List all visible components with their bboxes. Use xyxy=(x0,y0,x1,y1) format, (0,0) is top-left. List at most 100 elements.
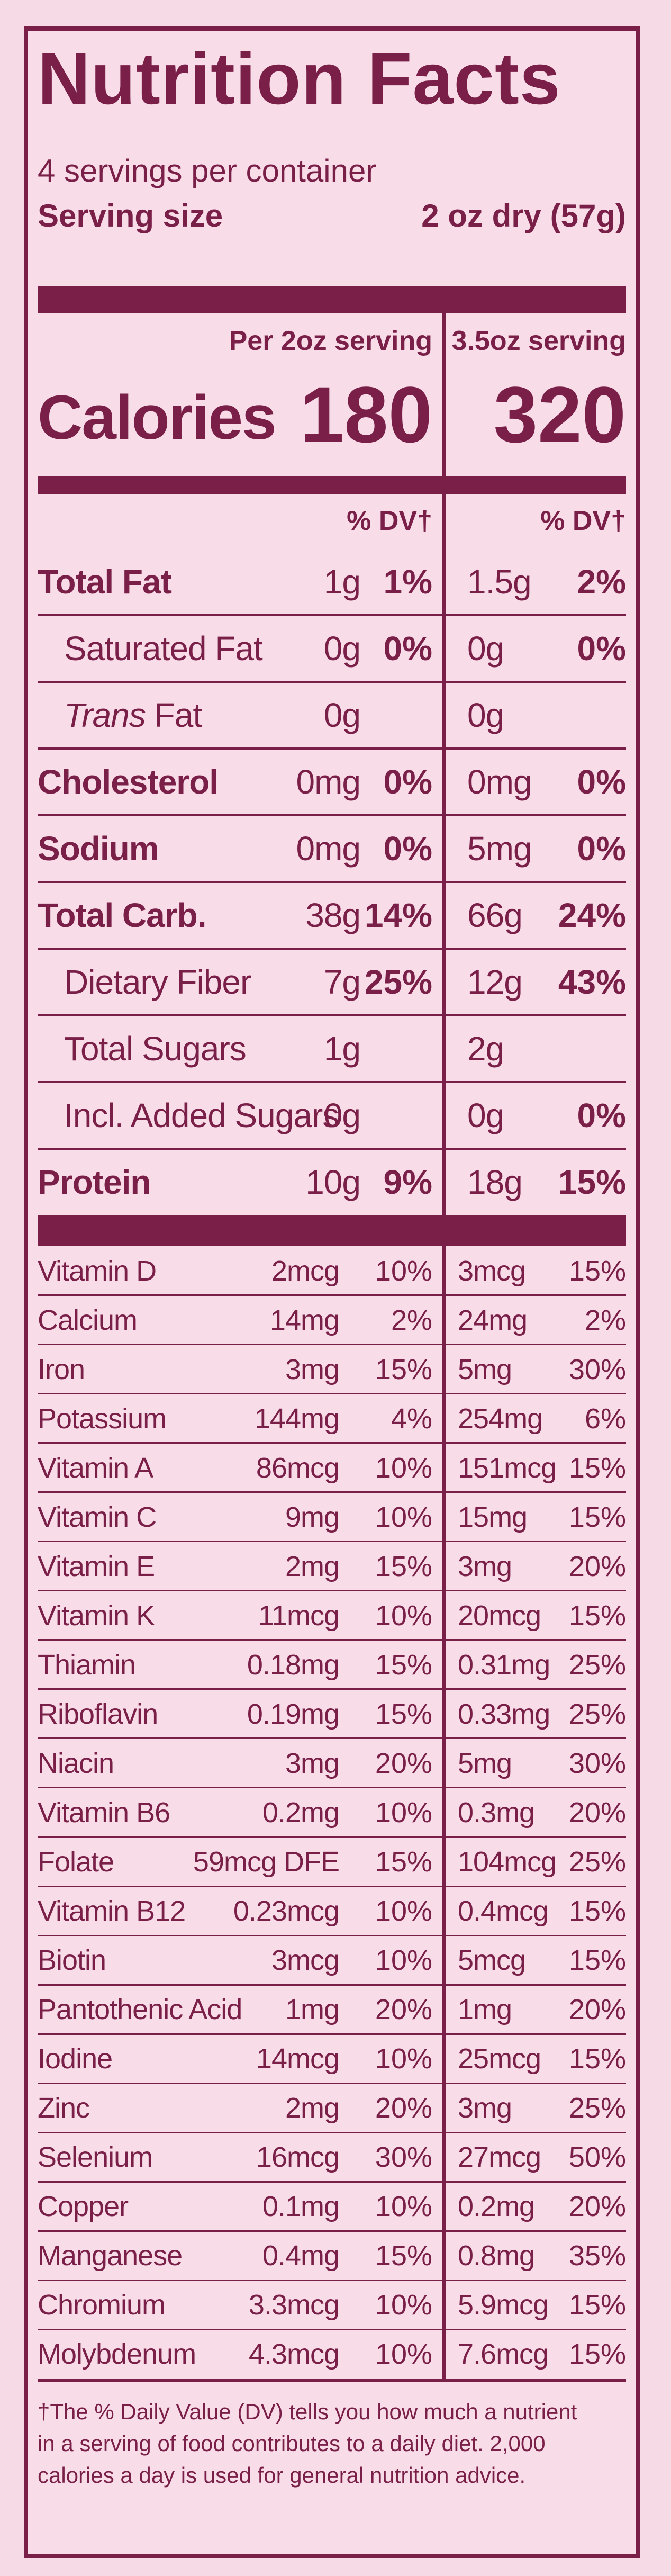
amount-col1: 1g xyxy=(323,563,361,601)
micro-row: Vitamin E 2mg 15% 3mg 20% xyxy=(28,1542,636,1591)
nutrient-name: Chromium xyxy=(38,2289,166,2321)
dv-col1: 10% xyxy=(375,1796,432,1829)
footnote-divider xyxy=(38,2379,626,2382)
micro-row: Folate 59mcg DFE 15% 104mcg 25% xyxy=(28,1838,636,1887)
amount-col2: 0.4mcg xyxy=(458,1895,549,1928)
macro-row: Cholesterol 0mg 0% 0mg 0% xyxy=(28,749,636,815)
nutrient-name: Molybdenum xyxy=(38,2338,196,2371)
row-divider xyxy=(38,1934,626,1936)
dv-col1: 25% xyxy=(364,963,432,1001)
amount-col1: 0g xyxy=(323,696,361,734)
dv-col1: 10% xyxy=(375,1895,432,1928)
panel-title: Nutrition Facts xyxy=(38,38,561,120)
amount-col1: 16mcg xyxy=(256,2141,340,2174)
dv-col1: 0% xyxy=(383,629,433,668)
row-divider xyxy=(38,681,626,683)
dv-col2: 0% xyxy=(577,830,627,868)
micro-row: Biotin 3mcg 10% 5mcg 15% xyxy=(28,1936,636,1985)
nutrient-name: Pantothenic Acid xyxy=(38,1994,242,2026)
dv-col2: 15% xyxy=(568,2338,626,2371)
nutrient-name: Vitamin C xyxy=(38,1501,157,1533)
micro-row: Iron 3mg 15% 5mg 30% xyxy=(28,1345,636,1394)
macro-row: Sodium 0mg 0% 5mg 0% xyxy=(28,815,636,882)
amount-col2: 1mg xyxy=(458,1994,512,2026)
row-divider xyxy=(38,747,626,750)
dv-col1: 10% xyxy=(375,1501,432,1533)
dv-col1: 10% xyxy=(375,2289,432,2321)
nutrient-name-text: Saturated Fat xyxy=(64,629,263,668)
nutrient-name: Biotin xyxy=(38,1944,106,1977)
macro-nutrient-list: Total Fat 1g 1% 1.5g 2% Saturated Fat 0g 0% 0g 0%… xyxy=(28,548,636,1215)
amount-col2: 7.6mcg xyxy=(458,2338,549,2371)
dv-col2: 15% xyxy=(568,1255,626,1287)
dv-col2: 15% xyxy=(568,1501,626,1533)
col1-header: Per 2oz serving xyxy=(229,326,432,356)
row-divider xyxy=(38,614,626,616)
amount-col1: 0.2mg xyxy=(262,1796,340,1829)
nutrient-name-text: Fat xyxy=(145,696,202,734)
dv-header-col1: % DV† xyxy=(347,506,432,536)
amount-col1: 1mg xyxy=(285,1994,340,2026)
nutrient-name: Riboflavin xyxy=(38,1698,158,1730)
dv-col1: 15% xyxy=(375,1353,432,1385)
micro-row: Potassium 144mg 4% 254mg 6% xyxy=(28,1394,636,1443)
footnote-line-2: in a serving of food contributes to a da… xyxy=(38,2431,546,2456)
micro-row: Vitamin B6 0.2mg 10% 0.3mg 20% xyxy=(28,1788,636,1837)
macro-row: Protein 10g 9% 18g 15% xyxy=(28,1149,636,1215)
dv-col2: 25% xyxy=(568,1649,626,1681)
amount-col1: 59mcg DFE xyxy=(193,1846,340,1878)
dv-col1: 0% xyxy=(383,763,433,801)
dv-col2: 15% xyxy=(568,1599,626,1632)
nutrition-facts-panel: Nutrition Facts 4 servings per container… xyxy=(24,26,640,2558)
amount-col2: 66g xyxy=(467,896,523,934)
nutrient-name: Vitamin K xyxy=(38,1599,155,1632)
amount-col2: 5mg xyxy=(467,830,532,868)
amount-col2: 151mcg xyxy=(458,1452,557,1484)
dv-col2: 0% xyxy=(577,629,627,668)
amount-col2: 3mg xyxy=(458,1550,512,1582)
micro-row: Chromium 3.3mcg 10% 5.9mcg 15% xyxy=(28,2281,636,2330)
amount-col2: 27mcg xyxy=(458,2141,541,2174)
dv-col1: 15% xyxy=(375,2240,432,2272)
amount-col1: 9mg xyxy=(285,1501,340,1533)
amount-col1: 3mcg xyxy=(271,1944,340,1977)
amount-col2: 5mg xyxy=(458,1353,512,1385)
row-divider xyxy=(38,1590,626,1592)
nutrient-name: Selenium xyxy=(38,2141,153,2174)
dv-col2: 20% xyxy=(568,2191,626,2223)
dv-col1: 15% xyxy=(375,1550,432,1582)
micro-row: Manganese 0.4mg 15% 0.8mg 35% xyxy=(28,2231,636,2281)
amount-col1: 0.1mg xyxy=(262,2191,340,2223)
amount-col2: 5mcg xyxy=(458,1944,526,1977)
row-divider xyxy=(38,814,626,816)
amount-col2: 0.33mg xyxy=(458,1698,550,1730)
amount-col1: 14mcg xyxy=(256,2043,340,2075)
dv-col1: 15% xyxy=(375,1649,432,1681)
micro-row: Zinc 2mg 20% 3mg 25% xyxy=(28,2084,636,2133)
macro-row: Dietary Fiber 7g 25% 12g 43% xyxy=(28,949,636,1015)
dv-col1: 20% xyxy=(375,1747,432,1779)
nutrient-name: Trans Fat xyxy=(64,698,202,732)
amount-col2: 0g xyxy=(467,696,504,734)
row-divider xyxy=(38,881,626,883)
nutrient-name: Zinc xyxy=(38,2092,90,2124)
calories-divider xyxy=(38,476,626,494)
amount-col1: 144mg xyxy=(254,1402,340,1435)
amount-col2: 2g xyxy=(467,1030,504,1068)
dv-col1: 10% xyxy=(375,1255,432,1287)
row-divider xyxy=(38,1344,626,1346)
micro-row: Iodine 14mcg 10% 25mcg 15% xyxy=(28,2034,636,2084)
dv-col1: 10% xyxy=(375,2043,432,2075)
row-divider xyxy=(38,2328,626,2330)
nutrient-name: Vitamin A xyxy=(38,1452,153,1484)
amount-col1: 0g xyxy=(323,1096,361,1134)
row-divider xyxy=(38,2230,626,2232)
dv-col1: 30% xyxy=(375,2141,432,2174)
nutrient-name: Saturated Fat xyxy=(64,629,263,668)
amount-col2: 0g xyxy=(467,629,504,668)
row-divider xyxy=(38,1491,626,1493)
micro-nutrient-list: Vitamin D 2mcg 10% 3mcg 15% Calcium 14mg 2% 24mg… xyxy=(28,1246,636,2379)
micro-row: Pantothenic Acid 1mg 20% 1mg 20% xyxy=(28,1985,636,2034)
amount-col1: 4.3mcg xyxy=(248,2338,340,2371)
nutrient-name: Total Carb. xyxy=(38,898,206,932)
